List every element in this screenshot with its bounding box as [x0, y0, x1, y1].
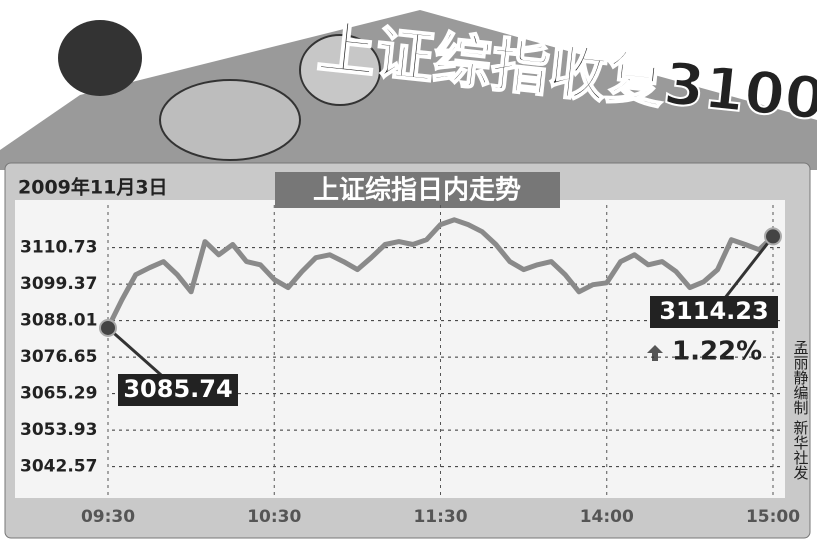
x-tick-label: 15:00 — [746, 507, 800, 527]
y-tick-label: 3076.65 — [20, 347, 97, 367]
boxing-glove — [58, 20, 142, 96]
y-tick-label: 3042.57 — [20, 457, 97, 477]
bull — [159, 79, 301, 161]
credit: 孟丽静编制 — [792, 340, 810, 415]
end-point — [99, 318, 117, 337]
date: 2009年11月3日 — [18, 176, 168, 199]
annotation: 1.22% — [672, 337, 762, 367]
y-tick-label: 3099.37 — [20, 274, 97, 294]
y-tick-label: 3110.73 — [20, 238, 97, 258]
bear — [299, 34, 381, 106]
end-point — [764, 227, 782, 246]
y-tick-label: 3053.93 — [20, 420, 97, 440]
x-tick-label: 11:30 — [413, 507, 467, 527]
y-tick-label: 3088.01 — [20, 311, 97, 331]
subtitle: 上证综指日内走势 — [313, 175, 521, 206]
price-line — [105, 217, 775, 330]
value-box — [118, 374, 238, 406]
x-tick-label: 09:30 — [81, 507, 135, 527]
value-label: 3114.23 — [659, 297, 768, 325]
subtitle-box — [275, 172, 560, 208]
x-tick-label: 10:30 — [247, 507, 301, 527]
up-arrow — [647, 345, 663, 361]
y-tick-label: 3065.29 — [20, 384, 97, 404]
credit: 新华社发 — [792, 420, 810, 480]
x-tick-label: 14:00 — [580, 507, 634, 527]
value-label: 3085.74 — [123, 375, 232, 403]
value-box — [650, 296, 778, 328]
